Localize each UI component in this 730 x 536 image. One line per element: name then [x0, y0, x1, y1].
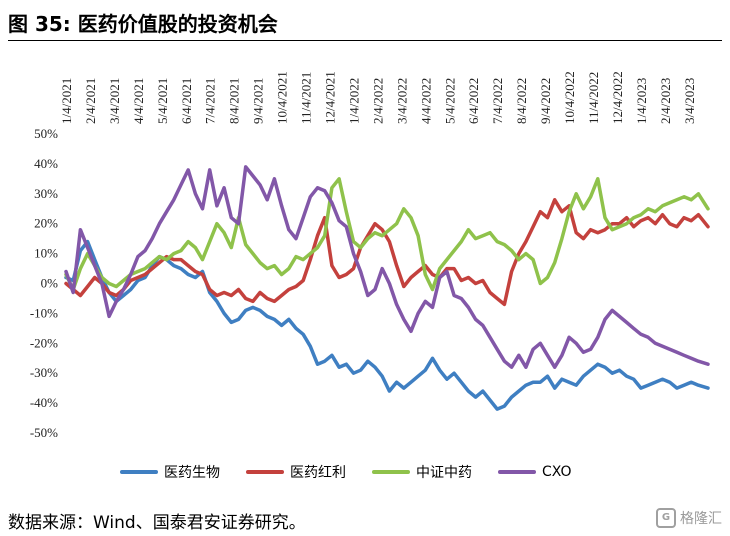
legend-item-cxo: CXO	[498, 462, 572, 482]
legend-swatch	[372, 470, 410, 474]
x-tick-label: 1/4/2023	[634, 78, 649, 124]
x-tick-label: 2/4/2023	[658, 78, 673, 124]
x-tick-label: 11/4/2022	[586, 72, 601, 124]
legend-item-zhongzheng-zhongyao: 中证中药	[372, 462, 472, 482]
legend-swatch	[498, 470, 536, 474]
x-tick-label: 10/4/2021	[275, 71, 290, 124]
x-tick-label: 7/4/2022	[490, 78, 505, 124]
y-tick-label: -10%	[30, 305, 58, 320]
x-tick-label: 3/4/2021	[107, 78, 122, 124]
y-tick-label: -20%	[30, 335, 58, 350]
series-line	[64, 198, 710, 307]
x-tick-label: 4/4/2021	[131, 78, 146, 124]
title-rule	[8, 40, 722, 41]
x-tick-label: 5/4/2021	[155, 78, 170, 124]
legend-label: 中证中药	[416, 465, 472, 481]
watermark-logo-icon: G	[656, 508, 676, 528]
x-tick-label: 8/4/2022	[514, 78, 529, 124]
y-tick-label: 20%	[34, 216, 58, 231]
y-tick-label: -30%	[30, 365, 58, 380]
legend-label: 医药生物	[164, 465, 220, 481]
series-line	[64, 165, 710, 369]
watermark: G 格隆汇	[656, 508, 722, 528]
x-tick-label: 9/4/2022	[538, 78, 553, 124]
x-tick-label: 1/4/2021	[59, 78, 74, 124]
x-tick-label: 1/4/2022	[346, 78, 361, 124]
x-tick-label: 7/4/2021	[203, 78, 218, 124]
source-note: 数据来源：Wind、国泰君安证券研究。	[8, 513, 306, 533]
y-tick-label: 50%	[34, 126, 58, 141]
legend: 医药生物 医药红利 中证中药 CXO	[120, 462, 572, 482]
legend-swatch	[246, 470, 284, 474]
series-layer	[64, 165, 710, 411]
x-tick-label: 11/4/2021	[299, 72, 314, 124]
legend-swatch	[120, 470, 158, 474]
legend-item-yiyao-hongli: 医药红利	[246, 462, 346, 482]
legend-item-yiyao-shengwu: 医药生物	[120, 462, 220, 482]
x-tick-label: 2/4/2022	[370, 78, 385, 124]
x-tick-label: 12/4/2021	[323, 71, 338, 124]
y-tick-label: -50%	[30, 425, 58, 440]
y-tick-label: -40%	[30, 395, 58, 410]
x-tick-label: 3/4/2023	[682, 78, 697, 124]
x-tick-label: 6/4/2021	[179, 78, 194, 124]
x-tick-label: 12/4/2022	[610, 71, 625, 124]
x-tick-label: 10/4/2022	[562, 71, 577, 124]
y-tick-label: 40%	[34, 156, 58, 171]
y-tick-label: 0%	[41, 276, 59, 291]
x-tick-label: 3/4/2022	[394, 78, 409, 124]
x-axis: 1/4/2021 2/4/2021 3/4/2021 4/4/2021 5/4/2021…	[59, 71, 697, 124]
series-line	[64, 177, 710, 292]
legend-label: 医药红利	[290, 465, 346, 481]
y-tick-label: 30%	[34, 186, 58, 201]
legend-label: CXO	[542, 464, 572, 480]
x-tick-label: 5/4/2022	[442, 78, 457, 124]
series-line	[64, 239, 710, 411]
x-tick-label: 2/4/2021	[83, 78, 98, 124]
x-tick-label: 6/4/2022	[466, 78, 481, 124]
y-tick-label: 10%	[34, 246, 58, 261]
watermark-text: 格隆汇	[680, 511, 722, 527]
figure-title: 图 35: 医药价值股的投资机会	[8, 12, 278, 36]
x-tick-label: 9/4/2021	[251, 78, 266, 124]
y-axis: 50% 40% 30% 20% 10% 0% -10% -20% -30% -40% -50%	[30, 126, 58, 440]
x-tick-label: 8/4/2021	[227, 78, 242, 124]
x-tick-label: 4/4/2022	[418, 78, 433, 124]
